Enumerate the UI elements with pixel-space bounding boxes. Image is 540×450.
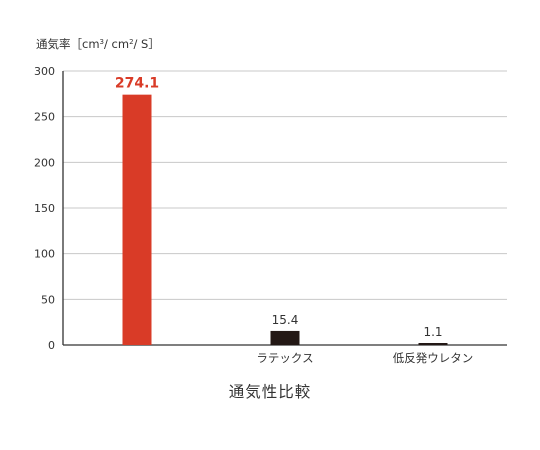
y-tick-label: 300 [34,65,55,78]
chart-title: 通気性比較 [228,383,312,401]
y-tick-label: 250 [34,111,55,124]
y-tick-label: 200 [34,156,55,169]
bar [418,343,448,345]
y-tick-label: 50 [41,293,55,306]
bar-value-label: 274.1 [115,76,159,92]
bar-value-label: 1.1 [423,325,442,339]
bar-value-label: 15.4 [272,313,299,327]
x-category-label: 低反発ウレタン [393,351,474,365]
y-tick-label: 100 [34,248,55,261]
y-axis-label: 通気率［cm3/ cm2/ S］ [36,37,160,51]
bar [122,94,152,345]
x-category-label: ラテックス [256,351,313,365]
bar [270,330,300,345]
y-tick-label: 150 [34,202,55,215]
y-tick-label: 0 [48,339,55,352]
